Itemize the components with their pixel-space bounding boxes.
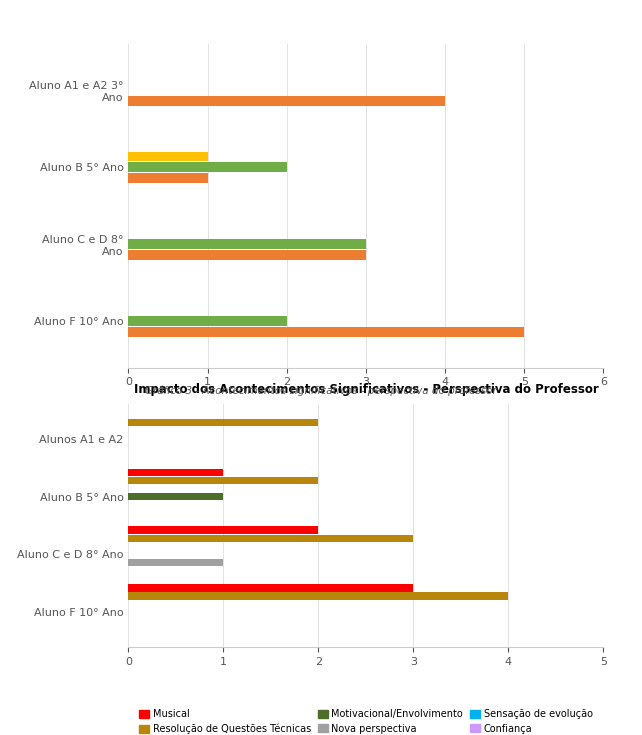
Bar: [128, 584, 413, 592]
Bar: [128, 592, 508, 600]
Bar: [128, 316, 287, 326]
Legend: Musical, Resolução de Questões Técnicas, Expectativa/Frustração, Motivacional/En: Musical, Resolução de Questões Técnicas,…: [135, 705, 596, 735]
Bar: [128, 240, 366, 249]
Bar: [128, 173, 207, 183]
Bar: [128, 151, 207, 162]
Bar: [128, 96, 445, 106]
Bar: [128, 162, 287, 172]
Bar: [128, 327, 525, 337]
Bar: [128, 469, 223, 476]
Bar: [128, 493, 223, 501]
Bar: [128, 419, 318, 426]
Bar: [128, 477, 318, 484]
Legend: Reportório, Novos conteúdos, Interiorização, Orientação, Incentivo/Suporte: Reportório, Novos conteúdos, Interioriza…: [143, 415, 589, 433]
Bar: [128, 559, 223, 566]
Title: Impacto dos Acontecimentos Significativos - Perspectiva do Professor: Impacto dos Acontecimentos Significativo…: [134, 383, 598, 396]
Bar: [128, 526, 318, 534]
Text: Gráfico 3 - Acontecimentos significativos - perspectiva do professor: Gráfico 3 - Acontecimentos significativo…: [145, 386, 497, 396]
Bar: [128, 250, 366, 260]
Bar: [128, 534, 413, 542]
